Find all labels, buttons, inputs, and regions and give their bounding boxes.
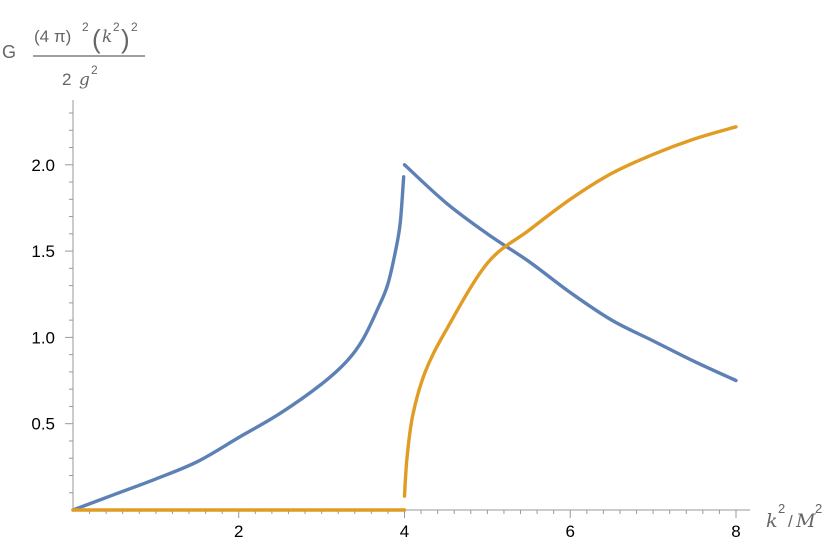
y-tick-label: 2.0: [31, 156, 55, 175]
x-title-base: k: [766, 510, 778, 532]
y-title-num-inner: k: [102, 27, 112, 47]
y-title-num-outer-sup: 2: [131, 20, 138, 34]
x-title-base-sup: 2: [778, 501, 785, 516]
axes: 2 4 6 8 0.5 1.0 1.5 2.0: [31, 100, 750, 541]
x-tick-label: 4: [400, 522, 409, 541]
y-title-prefix: G: [2, 42, 16, 62]
series-2-segment-2: [402, 125, 738, 498]
y-title-num-paren-sup: 2: [82, 20, 89, 34]
series-2: [71, 125, 738, 512]
y-tick-label: 1.0: [31, 328, 55, 347]
y-title-den-var: g: [79, 70, 90, 90]
series-layer: [71, 125, 738, 512]
x-tick-label: 8: [731, 522, 740, 541]
y-title-close-paren: ): [121, 24, 130, 54]
y-axis-title: G (4 π) 2 ( k 2 ) 2 2 g 2: [2, 20, 145, 90]
series-1-segment-2: [402, 163, 738, 383]
series-1-segment-1: [71, 175, 406, 512]
x-axis-title: k 2 / M 2: [766, 501, 822, 532]
y-title-num-inner-sup: 2: [113, 20, 120, 34]
x-title-den: M: [795, 510, 816, 532]
x-title-den-sup: 2: [815, 501, 822, 516]
y-title-open-paren: (: [92, 24, 101, 54]
y-tick-label: 1.5: [31, 242, 55, 261]
y-tick-label: 0.5: [31, 415, 55, 434]
y-title-num-paren: (4 π): [34, 27, 71, 46]
x-tick-label: 6: [566, 522, 575, 541]
y-title-den-coef: 2: [62, 70, 71, 89]
x-tick-label: 2: [234, 522, 243, 541]
y-title-den-sup: 2: [91, 63, 98, 77]
series-1: [71, 163, 738, 512]
x-title-sep: /: [788, 512, 793, 531]
